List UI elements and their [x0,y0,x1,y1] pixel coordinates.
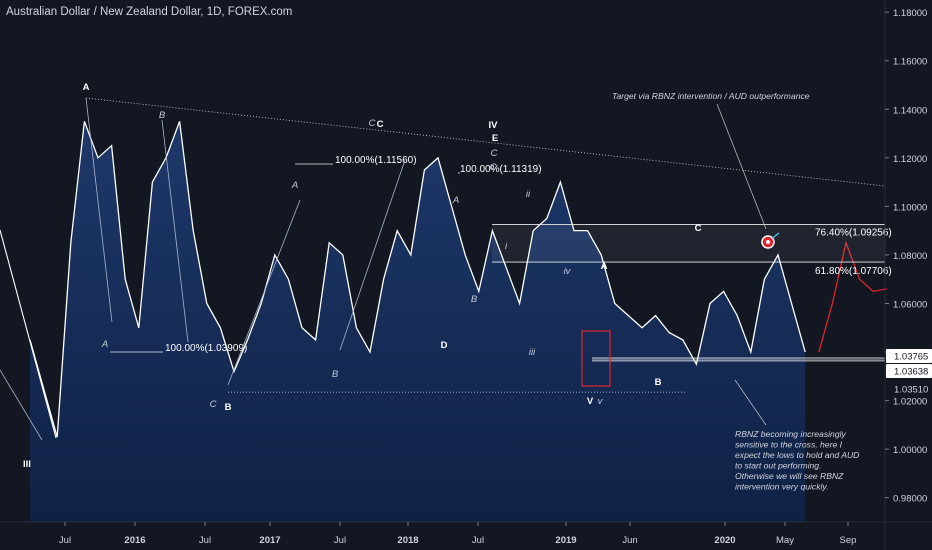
target-annotation: Target via RBNZ intervention / AUD outpe… [612,91,810,101]
y-tick-label-1: 1.16000 [893,57,927,68]
x-tick-label-0: Jul [59,535,71,546]
target-icon-center [766,240,770,244]
wave-trendline-2 [0,369,43,441]
rbnz-annotation: RBNZ becoming increasingly sensitive to t… [735,429,859,492]
wave-label-18: A [101,339,108,350]
wave-label-5: E [492,133,498,144]
wave-trendline-1 [0,229,57,439]
y-tick-label-9: 1.00000 [893,445,927,456]
price-label-bg-1 [886,364,932,378]
target-annotation-arrow [716,103,767,230]
resistance-trend-line [85,97,886,187]
fib-level-76-label: 76.40%(1.09256) [815,227,892,238]
price-label-bg-2 [886,382,932,396]
x-tick-label-8: Jun [622,535,637,546]
ext-label-1: 100.00%(1.11319) [460,164,542,175]
y-tick-label-5: 1.08000 [893,251,927,262]
wave-label-22: A [291,180,298,191]
ext-label-2: 100.00%(1.03909) [165,343,247,354]
price-line [29,121,806,438]
price-label-1: 1.03638 [894,367,928,378]
x-tick-label-1: 2016 [124,535,145,546]
wave-label-24: A [452,195,459,206]
y-tick-label-10: 0.98000 [893,494,927,505]
target-arrow-icon [770,232,780,240]
y-tick-label-2: 1.14000 [893,105,927,116]
x-tick-label-4: Jul [334,535,346,546]
wave-label-12: B [655,377,662,388]
wave-trendline-5 [227,199,301,386]
rbnz-annotation-arrow [734,379,767,426]
x-tick-label-3: 2017 [259,535,280,546]
y-tick-label-3: 1.12000 [893,154,927,165]
chart-title: Australian Dollar / New Zealand Dollar, … [6,6,293,18]
y-tick-label-4: 1.10000 [893,202,927,213]
wave-label-21: B [332,369,339,380]
wave-label-2: C [369,118,376,129]
x-tick-label-11: Sep [840,535,857,546]
y-tick-label-6: 1.06000 [893,299,927,310]
wave-label-20: C [210,399,217,410]
wave-label-16: III [23,459,31,470]
price-level-band [592,357,885,362]
price-area [30,121,806,522]
wave-label-15: v [598,396,604,407]
price-label-2: 1.03510 [894,385,928,396]
wave-label-23: B [471,294,478,305]
wave-label-19: B [225,402,232,413]
x-tick-label-7: 2019 [555,535,576,546]
x-tick-label-2: Jul [199,535,211,546]
wave-label-1: B [159,110,166,121]
x-tick-label-9: 2020 [714,535,735,546]
ext-label-0: 100.00%(1.11560) [335,155,417,166]
y-tick-label-0: 1.18000 [893,8,927,19]
wave-label-0: A [83,82,90,93]
wave-label-6: C [491,148,498,159]
wave-label-8: i [505,241,508,252]
y-tick-label-8: 1.02000 [893,397,927,408]
wave-trendline-3 [85,97,113,323]
wave-label-7: ii [526,189,531,200]
x-tick-label-10: May [776,535,794,546]
wave-label-13: C [695,223,702,234]
x-tick-label-5: 2018 [397,535,418,546]
wave-trendline-6 [339,159,406,351]
wave-trendline-4 [161,119,189,343]
wave-label-4: IV [489,120,499,131]
wave-label-14: V [587,396,594,407]
wave-label-25: C [490,162,497,173]
wave-label-17: D [441,340,448,351]
x-tick-label-6: Jul [472,535,484,546]
wave-label-3: C [377,119,384,130]
fib-level-61-label: 61.80%(1.07706) [815,266,892,277]
wave-label-9: iii [529,347,536,358]
price-label-bg-0 [886,349,932,363]
projection-line [818,240,887,353]
wave-v-box [581,330,611,387]
fib-zone [492,224,885,263]
price-label-0: 1.03765 [894,352,928,363]
wave-label-10: iv [564,266,572,277]
wave-label-11: A [601,261,608,272]
